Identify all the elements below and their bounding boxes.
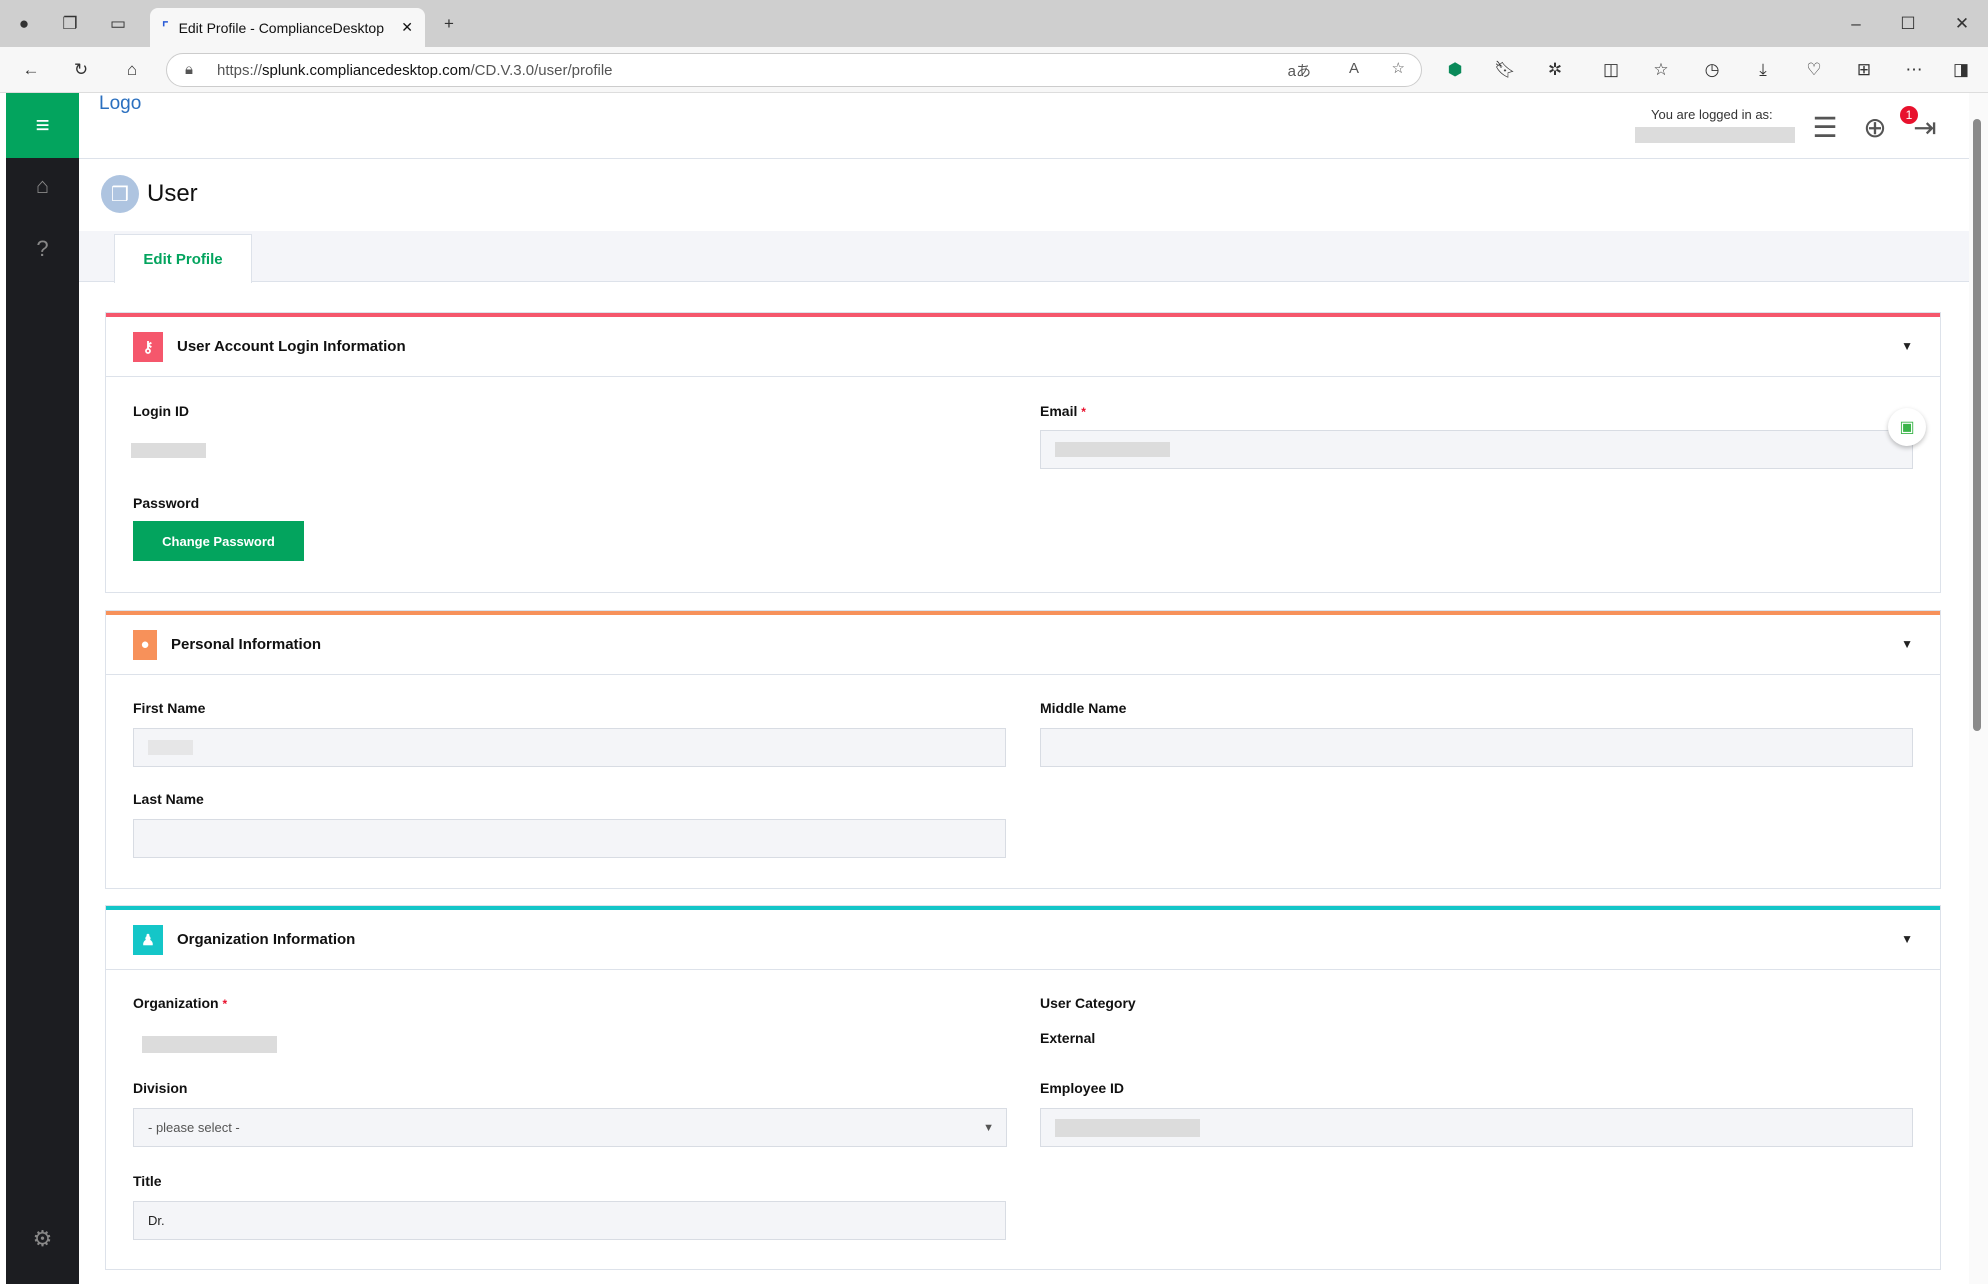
workspaces-icon[interactable]: ❐ xyxy=(62,14,78,33)
first-name-input[interactable] xyxy=(133,728,1006,767)
personal-info-card: ● Personal Information ▼ First Name Midd… xyxy=(105,610,1941,889)
favorite-star-icon[interactable]: ☆ xyxy=(1391,60,1405,77)
favorites-icon[interactable]: ☆ xyxy=(1653,60,1669,79)
tab-title: Edit Profile - ComplianceDesktop xyxy=(178,19,384,36)
close-window-icon[interactable]: ✕ xyxy=(1954,14,1970,33)
downloads-icon[interactable]: ⤓ xyxy=(1759,60,1767,79)
title-label: Title xyxy=(133,1173,162,1189)
notifications-icon[interactable]: ☰ xyxy=(1812,111,1838,143)
password-label: Password xyxy=(133,495,200,511)
scrollbar-thumb[interactable] xyxy=(1973,119,1981,731)
employee-id-input[interactable] xyxy=(1040,1108,1913,1147)
email-input[interactable] xyxy=(1040,430,1913,469)
section-title: User Account Login Information xyxy=(177,338,406,355)
employee-id-label: Employee ID xyxy=(1040,1080,1125,1096)
minimize-icon[interactable]: – xyxy=(1851,14,1861,33)
lock-icon: 🔒︎ xyxy=(185,61,193,78)
login-id-label: Login ID xyxy=(133,403,189,419)
login-id-value-redacted xyxy=(131,443,206,458)
key-icon: ⚷ xyxy=(133,331,163,362)
url-path: /CD.V.3.0/user/profile xyxy=(470,61,613,79)
home-nav-icon[interactable]: ⌂ xyxy=(35,173,50,198)
app-sidebar: ≡ ⌂ ? ⚙ xyxy=(6,93,79,1284)
app-header: Logo You are logged in as: ☰ 1 ⊕ ⇥ xyxy=(79,93,1969,159)
section-title: Personal Information xyxy=(171,636,322,653)
middle-name-input[interactable] xyxy=(1040,728,1913,767)
apps-icon[interactable]: ⊞ xyxy=(1856,60,1872,79)
password-manager-icon[interactable]: ▣ xyxy=(1888,408,1926,446)
page-title: ❒ User xyxy=(101,175,198,213)
home-icon[interactable]: ⌂ xyxy=(126,60,138,79)
read-aloud-icon[interactable]: A xyxy=(1348,60,1359,77)
close-tab-icon[interactable]: ✕ xyxy=(401,19,413,35)
page-scrollbar[interactable] xyxy=(1969,93,1988,1284)
user-category-value: External xyxy=(1040,1030,1096,1046)
last-name-label: Last Name xyxy=(133,791,204,807)
translate-icon[interactable]: aあ xyxy=(1287,63,1311,80)
browser-toolbar: ← ↻ ⌂ 🔒︎ https://splunk.compliancedeskto… xyxy=(0,47,1988,93)
collapse-caret-icon[interactable]: ▼ xyxy=(1901,339,1913,353)
collapse-caret-icon[interactable]: ▼ xyxy=(1901,932,1913,946)
more-menu-icon[interactable]: ⋯ xyxy=(1905,60,1923,79)
refresh-icon[interactable]: ↻ xyxy=(73,60,89,79)
page-title-text: User xyxy=(147,180,198,207)
title-input[interactable]: Dr. xyxy=(133,1201,1006,1240)
back-icon[interactable]: ← xyxy=(22,60,40,79)
page-tabs: Edit Profile xyxy=(79,231,1969,283)
address-bar[interactable]: 🔒︎ https://splunk.compliancedesktop.com /… xyxy=(166,53,1422,87)
division-label: Division xyxy=(133,1080,188,1096)
person-icon: ● xyxy=(133,629,157,660)
browser-tab-strip: ● ❐ ▭ ⌜ Edit Profile - ComplianceDesktop… xyxy=(0,0,1988,47)
section-title: Organization Information xyxy=(177,931,356,948)
tab-actions-icon[interactable]: ▭ xyxy=(109,14,127,33)
user-category-label: User Category xyxy=(1040,995,1136,1011)
split-screen-icon[interactable]: ◫ xyxy=(1602,60,1620,79)
help-icon[interactable]: ? xyxy=(36,236,49,261)
first-name-label: First Name xyxy=(133,700,206,716)
notification-badge: 1 xyxy=(1900,106,1918,124)
history-icon[interactable]: ◷ xyxy=(1704,60,1720,79)
browser-essentials-icon[interactable]: ♡ xyxy=(1806,60,1822,79)
browser-tab-active[interactable]: ⌜ Edit Profile - ComplianceDesktop ✕ xyxy=(150,8,425,47)
logged-in-label: You are logged in as: xyxy=(1651,107,1773,122)
bookmark-icon[interactable]: 🔖︎ xyxy=(1494,60,1516,79)
division-select[interactable]: - please select - ▼ xyxy=(133,1108,1007,1147)
support-lifebuoy-icon[interactable]: ⊕ xyxy=(1863,111,1887,143)
new-tab-icon[interactable]: + xyxy=(444,14,454,33)
organization-label: Organization * xyxy=(133,995,228,1011)
extension-shield-icon[interactable]: ⬢ xyxy=(1447,60,1463,79)
email-label: Email * xyxy=(1040,403,1086,419)
sidebar-toggle-icon[interactable]: ◨ xyxy=(1952,60,1970,79)
personal-info-header[interactable]: ● Personal Information ▼ xyxy=(106,615,1940,675)
maximize-icon[interactable]: ☐ xyxy=(1900,14,1916,33)
logo[interactable]: Logo xyxy=(99,93,142,114)
collapse-caret-icon[interactable]: ▼ xyxy=(1901,637,1913,651)
logged-in-user-redacted xyxy=(1635,127,1795,143)
login-info-card: ⚷ User Account Login Information ▼ Login… xyxy=(105,312,1941,593)
profile-icon[interactable]: ● xyxy=(18,14,30,33)
organization-info-header[interactable]: ♟ Organization Information ▼ xyxy=(106,910,1940,970)
logout-icon[interactable]: ⇥ xyxy=(1913,111,1937,143)
change-password-button[interactable]: Change Password xyxy=(133,521,304,561)
dropdown-arrow-icon: ▼ xyxy=(983,1121,994,1134)
user-cubes-icon: ❒ xyxy=(101,175,139,213)
group-icon: ♟ xyxy=(133,924,163,955)
organization-info-card: ♟ Organization Information ▼ Organizatio… xyxy=(105,905,1941,1270)
menu-toggle-icon[interactable]: ≡ xyxy=(6,93,79,158)
organization-value-redacted xyxy=(142,1036,277,1053)
url-host: splunk.compliancedesktop.com xyxy=(262,61,471,79)
division-selected-value: - please select - xyxy=(148,1120,240,1135)
extensions-icon[interactable]: ✲ xyxy=(1547,60,1563,79)
tab-edit-profile[interactable]: Edit Profile xyxy=(114,234,252,283)
last-name-input[interactable] xyxy=(133,819,1006,858)
middle-name-label: Middle Name xyxy=(1040,700,1127,716)
login-info-header[interactable]: ⚷ User Account Login Information ▼ xyxy=(106,317,1940,377)
settings-gear-icon[interactable]: ⚙ xyxy=(32,1226,53,1251)
url-scheme: https:// xyxy=(217,61,263,79)
site-favicon-icon: ⌜ xyxy=(162,19,169,35)
